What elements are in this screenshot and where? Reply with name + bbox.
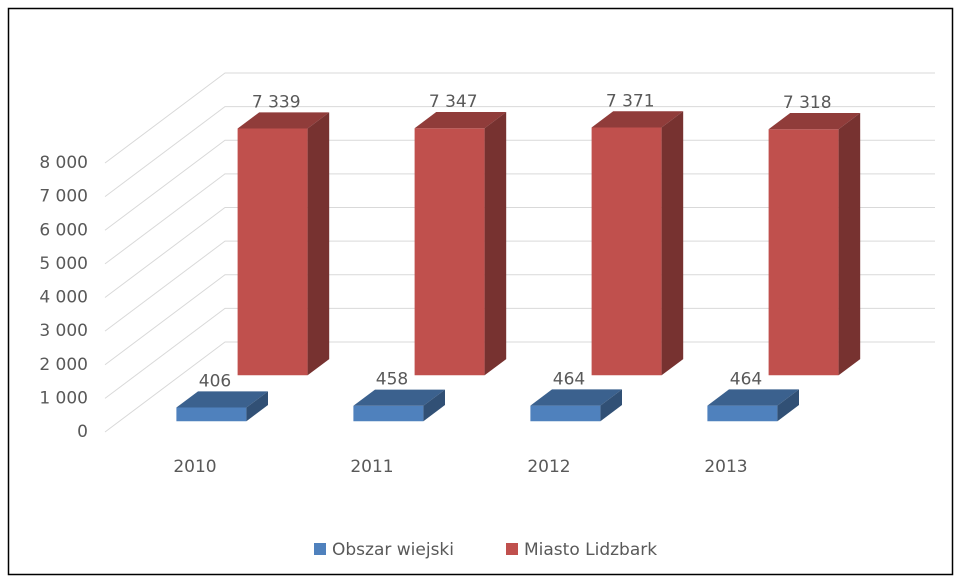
grid-line: [104, 72, 935, 164]
bar-side: [423, 389, 445, 422]
legend-label: Miasto Lidzbark: [524, 540, 657, 560]
x-tick-label: 2012: [527, 457, 570, 477]
grid-line: [104, 307, 935, 399]
grid-line: [104, 274, 935, 366]
bar: [707, 389, 799, 422]
legend-swatch: [506, 543, 518, 555]
x-tick-label: 2011: [350, 457, 393, 477]
data-label: 7 347: [429, 92, 478, 112]
bar-top: [237, 112, 330, 129]
grid-line: [104, 106, 935, 198]
legend-swatch: [314, 543, 326, 555]
y-tick-label: 5 000: [39, 254, 88, 274]
grid-line: [104, 341, 935, 433]
data-label: 7 318: [783, 93, 832, 113]
y-tick-label: 2 000: [39, 355, 88, 375]
bar-front: [768, 129, 839, 376]
bar-side: [484, 112, 507, 376]
y-tick-label: 0: [77, 422, 88, 442]
x-tick-label: 2010: [173, 457, 216, 477]
y-tick-label: 6 000: [39, 220, 88, 240]
data-label: 464: [553, 369, 585, 389]
bar-top: [530, 389, 622, 406]
bar-top: [414, 112, 507, 129]
bar-front: [707, 405, 778, 422]
data-label: 464: [730, 369, 762, 389]
bar: [530, 389, 622, 422]
bar-side: [838, 113, 861, 376]
bar-front: [237, 128, 308, 376]
bar-side: [307, 112, 330, 376]
bar: [353, 389, 445, 422]
y-tick-label: 8 000: [39, 153, 88, 173]
data-label: 458: [376, 370, 408, 390]
bar-front: [353, 405, 424, 422]
data-label: 7 371: [606, 91, 655, 111]
x-tick-label: 2013: [704, 457, 747, 477]
y-tick-label: 4 000: [39, 288, 88, 308]
data-label: 406: [199, 371, 231, 391]
y-tick-label: 7 000: [39, 187, 88, 207]
bar: [176, 391, 268, 422]
y-tick-label: 1 000: [39, 388, 88, 408]
bar-front: [414, 128, 485, 376]
bar-side: [600, 389, 622, 422]
bar-front: [591, 127, 662, 376]
legend-label: Obszar wiejski: [332, 540, 454, 560]
bar-side: [246, 391, 268, 422]
bar: [591, 111, 684, 376]
bar-front: [176, 407, 247, 422]
bar-side: [777, 389, 799, 422]
grid-line: [104, 173, 935, 265]
grid-line: [104, 207, 935, 298]
bar-top: [353, 389, 445, 406]
bar-top: [176, 391, 268, 408]
grid-line: [104, 240, 935, 332]
bar-front: [530, 405, 601, 422]
bar-top: [707, 389, 799, 406]
y-tick-label: 3 000: [39, 321, 88, 341]
bar-side: [661, 111, 684, 376]
bar: [768, 113, 861, 376]
bar-top: [591, 111, 684, 128]
grid-line: [104, 139, 935, 231]
bar: [414, 112, 507, 376]
data-label: 7 339: [252, 92, 301, 112]
bar-top: [768, 113, 861, 130]
bar: [237, 112, 330, 376]
